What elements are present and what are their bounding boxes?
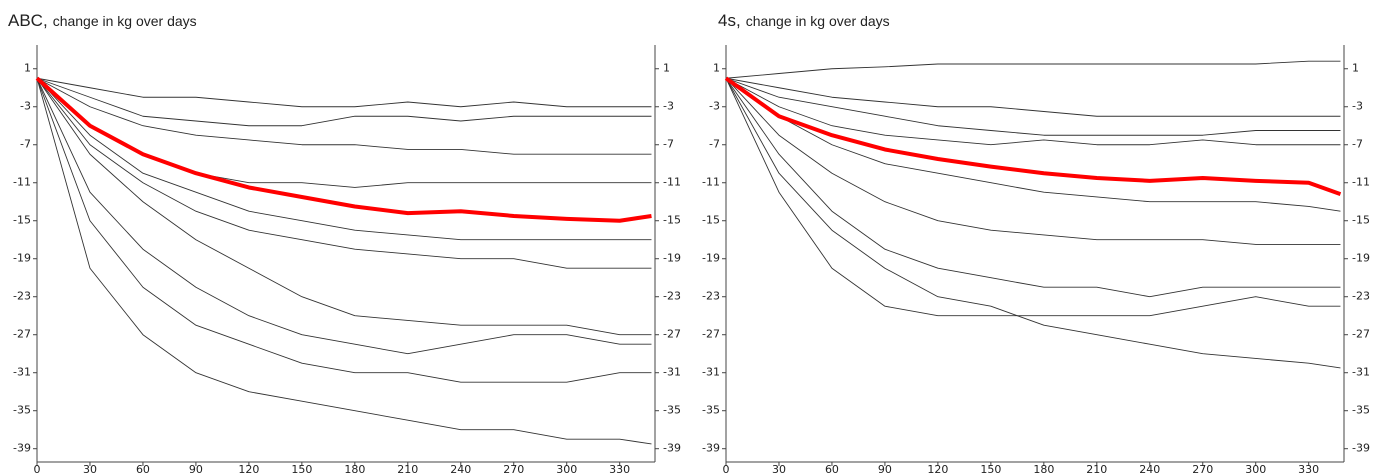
x-tick-label: 300 — [1245, 463, 1266, 474]
series-line — [35, 76, 652, 223]
series-line — [725, 77, 1341, 245]
y-tick-label-right: -27 — [663, 328, 681, 341]
y-tick-label-right: -15 — [1352, 214, 1370, 227]
y-tick-label: -39 — [702, 442, 720, 455]
y-tick-label: 1 — [713, 62, 720, 75]
series-line — [36, 77, 652, 155]
series-line — [725, 77, 1341, 298]
title-main: 4s, — [718, 11, 741, 30]
y-tick-label-right: -39 — [1352, 442, 1370, 455]
y-tick-label-right: 1 — [1352, 62, 1359, 75]
y-tick-label-right: -35 — [1352, 404, 1370, 417]
series-line — [724, 76, 1342, 197]
series-line — [36, 78, 652, 355]
series-line — [36, 77, 652, 241]
series-line — [725, 77, 1341, 212]
y-tick-label: -19 — [13, 252, 31, 265]
x-tick-label: 270 — [1192, 463, 1213, 474]
x-tick-label: 240 — [450, 463, 471, 474]
y-tick-label: -27 — [702, 328, 720, 341]
x-tick-label: 60 — [136, 463, 150, 474]
x-tick-label: 120 — [238, 463, 259, 474]
panel: ABC, change in kg over days 1 1 -3 -3 -7 -7 -11 -… — [8, 11, 681, 474]
series-line — [725, 77, 1341, 146]
x-tick-label: 90 — [878, 463, 892, 474]
title-sub: change in kg over days — [53, 13, 197, 29]
x-tick-label: 180 — [344, 463, 365, 474]
x-tick-label: 150 — [291, 463, 312, 474]
x-tick-label: 60 — [825, 463, 839, 474]
y-tick-label-right: 1 — [663, 62, 670, 75]
y-tick-label-right: -39 — [663, 442, 681, 455]
y-tick-label-right: -3 — [663, 100, 674, 113]
y-tick-label: -7 — [709, 138, 720, 151]
y-tick-label-right: -19 — [1352, 252, 1370, 265]
y-tick-label-right: -11 — [1352, 176, 1370, 189]
y-tick-label-right: -31 — [1352, 366, 1370, 379]
y-tick-label: -11 — [13, 176, 31, 189]
x-tick-label: 30 — [83, 463, 97, 474]
y-tick-label-right: -23 — [1352, 290, 1370, 303]
y-tick-label: -3 — [20, 100, 31, 113]
x-tick-label: 240 — [1139, 463, 1160, 474]
y-tick-label: -23 — [702, 290, 720, 303]
series-line — [36, 78, 652, 383]
y-tick-label-right: -19 — [663, 252, 681, 265]
y-tick-label-right: -7 — [663, 138, 674, 151]
y-tick-label: -3 — [709, 100, 720, 113]
series-line — [725, 77, 1341, 136]
series-line — [36, 77, 652, 269]
x-tick-label: 210 — [1086, 463, 1107, 474]
x-tick-label: 180 — [1033, 463, 1054, 474]
x-tick-label: 90 — [189, 463, 203, 474]
y-tick-label-right: -7 — [1352, 138, 1363, 151]
title-sub: change in kg over days — [746, 13, 890, 29]
x-tick-label: 270 — [503, 463, 524, 474]
x-tick-label: 330 — [609, 463, 630, 474]
series-line — [725, 78, 1341, 369]
y-tick-label-right: -15 — [663, 214, 681, 227]
y-tick-label: -31 — [702, 366, 720, 379]
x-tick-label: 0 — [34, 463, 41, 474]
y-tick-label-right: -35 — [663, 404, 681, 417]
series-line — [36, 77, 652, 336]
y-tick-label: -39 — [13, 442, 31, 455]
series-line — [36, 77, 652, 127]
y-tick-label: -11 — [702, 176, 720, 189]
series-line — [725, 77, 1341, 117]
series-line — [36, 78, 652, 445]
panel: 4s, change in kg over days 1 1 -3 -3 -7 -7 -11 -1… — [702, 11, 1370, 474]
y-tick-label: -23 — [13, 290, 31, 303]
y-tick-label: -15 — [702, 214, 720, 227]
y-tick-label: -7 — [20, 138, 31, 151]
chart-title: 4s, change in kg over days — [718, 11, 890, 30]
x-tick-label: 120 — [927, 463, 948, 474]
y-tick-label-right: -11 — [663, 176, 681, 189]
y-tick-label: -35 — [13, 404, 31, 417]
y-tick-label-right: -23 — [663, 290, 681, 303]
x-tick-label: 150 — [980, 463, 1001, 474]
y-tick-label-right: -3 — [1352, 100, 1363, 113]
series-line — [725, 78, 1341, 317]
x-tick-label: 0 — [723, 463, 730, 474]
series-line — [36, 77, 652, 108]
y-tick-label-right: -27 — [1352, 328, 1370, 341]
y-tick-label: 1 — [24, 62, 31, 75]
y-tick-label: -15 — [13, 214, 31, 227]
chart-title: ABC, change in kg over days — [8, 11, 197, 30]
x-tick-label: 210 — [397, 463, 418, 474]
y-tick-label: -31 — [13, 366, 31, 379]
x-tick-label: 30 — [772, 463, 786, 474]
y-tick-label-right: -31 — [663, 366, 681, 379]
y-tick-label: -19 — [702, 252, 720, 265]
x-tick-label: 330 — [1298, 463, 1319, 474]
x-tick-label: 300 — [556, 463, 577, 474]
y-tick-label: -27 — [13, 328, 31, 341]
y-tick-label: -35 — [702, 404, 720, 417]
title-main: ABC, — [8, 11, 48, 30]
series-line — [725, 60, 1341, 79]
